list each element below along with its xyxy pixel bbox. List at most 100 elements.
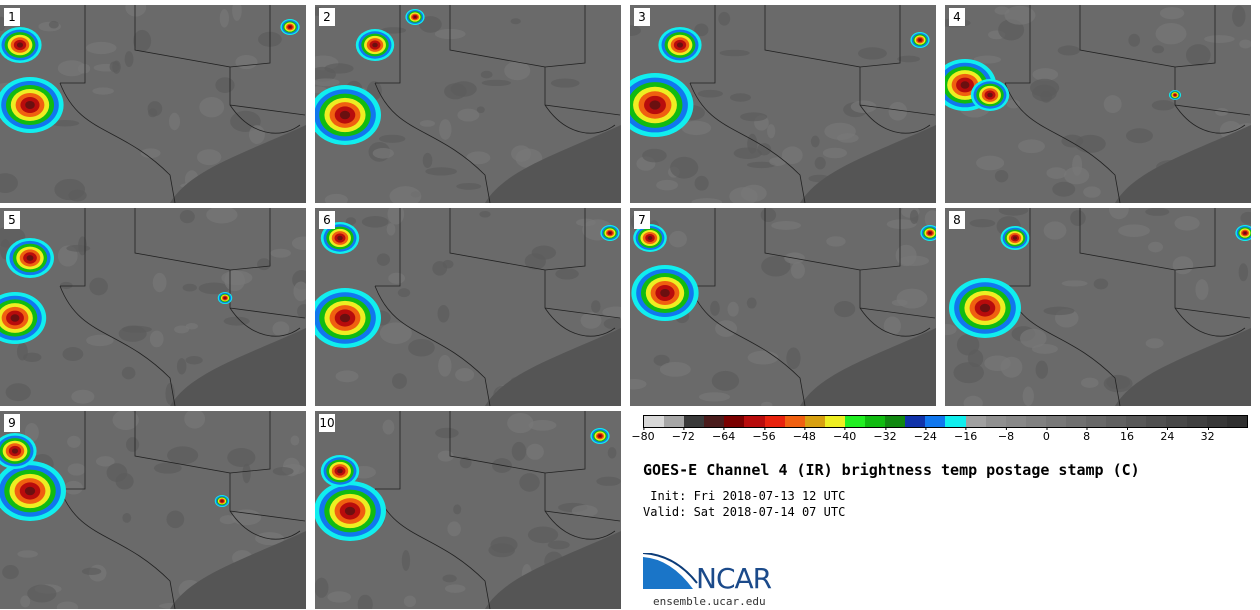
state-borders	[374, 411, 621, 609]
colorbar	[643, 415, 1248, 428]
postage-stamp-panel-9[interactable]: 9	[0, 411, 306, 609]
colorbar-segment	[1025, 416, 1046, 427]
colorbar-segment	[784, 416, 805, 427]
colorbar-tick: −40	[833, 427, 857, 443]
gulf-region	[800, 328, 936, 406]
colorbar-tick: −56	[752, 427, 776, 443]
colorbar-segment	[885, 416, 906, 427]
storm-cell	[0, 27, 42, 63]
state-borders	[59, 208, 306, 406]
colorbar-tick: 32	[1200, 427, 1215, 443]
map-image	[945, 5, 1251, 203]
panel-number: 7	[634, 211, 650, 229]
colorbar-segment	[1206, 416, 1227, 427]
postage-stamp-panel-3[interactable]: 3	[630, 5, 936, 203]
colorbar-segment	[945, 416, 966, 427]
map-image	[630, 208, 936, 406]
colorbar-tick-labels: −80 −72 −64 −56 −48 −40 −32 −24 −16 −8 0 8 16 24 32	[631, 427, 1248, 450]
colorbar-tick: −32	[873, 427, 897, 443]
gulf-region	[170, 328, 306, 406]
colorbar-segment	[744, 416, 765, 427]
state-borders	[59, 5, 306, 203]
postage-stamp-panel-8[interactable]: 8	[945, 208, 1251, 406]
storm-cell	[631, 265, 699, 321]
colorbar-segment	[684, 416, 705, 427]
gulf-region	[485, 531, 621, 609]
gulf-region	[170, 531, 306, 609]
init-time: Init: Fri 2018-07-13 12 UTC	[643, 489, 846, 503]
colorbar-tick: −16	[954, 427, 978, 443]
storm-cell	[315, 481, 386, 541]
logo-text: NCAR	[696, 562, 772, 595]
state-borders	[1004, 208, 1251, 406]
colorbar-segment	[824, 416, 845, 427]
panel-number: 9	[4, 414, 20, 432]
storm-cell	[910, 32, 930, 48]
colorbar-tick: −64	[712, 427, 736, 443]
colorbar-segment	[905, 416, 926, 427]
colorbar-segment	[1005, 416, 1026, 427]
postage-stamp-panel-4[interactable]: 4	[945, 5, 1251, 203]
storm-cell	[355, 29, 395, 61]
storm-cell	[0, 433, 37, 469]
map-image	[0, 411, 306, 609]
colorbar-segment	[644, 416, 665, 427]
colorbar-segment	[925, 416, 946, 427]
map-image	[0, 208, 306, 406]
panel-number: 1	[4, 8, 20, 26]
state-borders	[689, 208, 936, 406]
colorbar-tick: −24	[913, 427, 937, 443]
postage-stamp-panel-7[interactable]: 7	[630, 208, 936, 406]
gulf-region	[1115, 328, 1251, 406]
map-image	[315, 5, 621, 203]
gulf-region	[170, 125, 306, 203]
storm-cell	[920, 225, 936, 241]
map-image	[945, 208, 1251, 406]
map-image	[315, 208, 621, 406]
colorbar-segment	[764, 416, 785, 427]
storm-cell	[658, 27, 702, 63]
gulf-region	[800, 125, 936, 203]
storm-cell	[217, 292, 233, 304]
gulf-region	[1115, 125, 1251, 203]
colorbar-segment	[844, 416, 866, 427]
colorbar-segment	[1065, 416, 1087, 427]
state-borders	[59, 411, 306, 609]
colorbar-segment	[804, 416, 825, 427]
colorbar-segment	[664, 416, 685, 427]
storm-cell	[1169, 90, 1181, 100]
colorbar-segment	[865, 416, 886, 427]
map-image	[0, 5, 306, 203]
colorbar-tick: −72	[671, 427, 695, 443]
colorbar-segment	[1186, 416, 1207, 427]
postage-stamp-panel-6[interactable]: 6	[315, 208, 621, 406]
postage-stamp-panel-10[interactable]: 10	[315, 411, 621, 609]
postage-stamp-panel-2[interactable]: 2	[315, 5, 621, 203]
map-image	[630, 5, 936, 203]
state-borders	[374, 5, 621, 203]
colorbar-segment	[1045, 416, 1066, 427]
colorbar-segment	[1146, 416, 1167, 427]
gulf-region	[485, 328, 621, 406]
storm-cell	[0, 461, 66, 521]
map-image	[315, 411, 621, 609]
storm-cell	[633, 224, 667, 252]
colorbar-segment	[704, 416, 725, 427]
colorbar-tick: 0	[1042, 427, 1050, 443]
storm-cell	[590, 428, 610, 444]
storm-cell	[6, 238, 54, 278]
panel-number: 2	[319, 8, 335, 26]
colorbar-segment	[965, 416, 986, 427]
postage-stamp-panel-1[interactable]: 1	[0, 5, 306, 203]
colorbar-tick: 16	[1120, 427, 1134, 443]
colorbar-segment	[1086, 416, 1107, 427]
postage-stamp-panel-5[interactable]: 5	[0, 208, 306, 406]
storm-cell	[630, 73, 694, 137]
state-borders	[374, 208, 621, 406]
colorbar-segment	[1166, 416, 1187, 427]
storm-cell	[405, 9, 425, 25]
colorbar-segment	[1226, 416, 1247, 427]
storm-cell	[315, 85, 381, 145]
gulf-region	[485, 125, 621, 203]
colorbar-tick: 8	[1083, 427, 1091, 443]
